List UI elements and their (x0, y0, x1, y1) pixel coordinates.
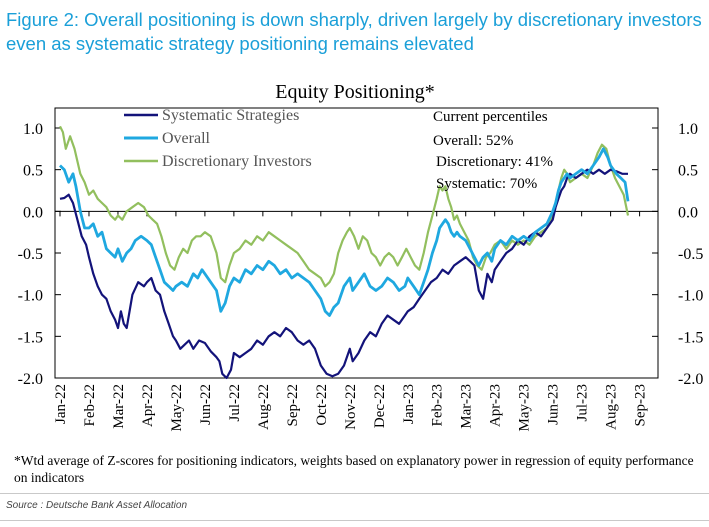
right-y-axis: 1.0 0.5 0.0 -0.5 -1.0 -1.5 -2.0 (652, 121, 703, 388)
footnote: *Wtd average of Z-scores for positioning… (14, 453, 694, 485)
y-tick-label-right: -1.5 (678, 329, 703, 346)
x-tick-label: Jul-22 (227, 384, 243, 422)
x-tick-label: Sep-23 (633, 384, 649, 427)
x-tick-label: Apr-22 (140, 384, 156, 427)
x-tick-label: Apr-23 (488, 384, 504, 427)
series-layer (59, 125, 630, 380)
y-tick-label-right: -1.0 (678, 288, 703, 305)
equity-positioning-chart: Equity Positioning* 1.0 0.5 0.0 -0.5 -1.0 -1.… (18, 81, 704, 432)
x-tick-label: Jun-22 (198, 384, 214, 425)
figure-title: Figure 2: Overall positioning is down sh… (6, 9, 702, 54)
x-tick-label: Aug-22 (256, 384, 272, 430)
y-tick-label-left: 0.0 (23, 204, 43, 221)
x-tick-label: Mar-22 (111, 384, 127, 429)
x-tick-label: Aug-23 (604, 384, 620, 430)
x-tick-label: Feb-22 (82, 384, 98, 427)
y-tick-label-left: -0.5 (18, 246, 43, 263)
series-line-overall (59, 147, 630, 317)
percentile-discretionary: Discretionary: 41% (436, 154, 553, 170)
legend-label-overall: Overall (162, 130, 211, 147)
series-line-discretionary (59, 125, 630, 288)
x-tick-label: May-23 (517, 384, 533, 432)
legend-label-discretionary: Discretionary Investors (162, 153, 312, 170)
y-tick-label-right: 0.0 (678, 204, 698, 221)
percentiles-annotation: Current percentiles Overall: 52% Discret… (433, 109, 553, 192)
legend-label-systematic: Systematic Strategies (162, 107, 299, 124)
y-tick-label-right: 1.0 (678, 121, 698, 138)
x-tick-label: Jan-22 (53, 384, 69, 424)
percentiles-heading: Current percentiles (433, 109, 548, 125)
percentile-overall: Overall: 52% (433, 133, 513, 149)
divider-bottom (0, 520, 709, 521)
x-tick-label: Mar-23 (459, 384, 475, 429)
x-tick-label: Jun-23 (546, 384, 562, 425)
x-axis: Jan-22 Feb-22 Mar-22 Apr-22 May-22 Jun-22 Jul-… (53, 210, 658, 432)
legend: Systematic Strategies Overall Discretion… (124, 107, 312, 170)
y-tick-label-left: -2.0 (18, 371, 43, 388)
x-tick-label: Feb-23 (430, 384, 446, 427)
divider (0, 493, 709, 494)
x-tick-label: Nov-22 (343, 384, 359, 430)
y-tick-label-left: 1.0 (23, 121, 43, 138)
plot-frame (54, 107, 659, 379)
source-note: Source : Deutsche Bank Asset Allocation (6, 500, 188, 511)
x-tick-label: Dec-22 (372, 384, 388, 428)
y-tick-label-right: 0.5 (678, 163, 698, 180)
chart-title: Equity Positioning* (275, 81, 434, 103)
x-tick-label: Oct-22 (314, 384, 330, 426)
x-tick-label: Jul-23 (575, 384, 591, 422)
y-tick-label-left: 0.5 (23, 163, 43, 180)
y-tick-label-left: -1.5 (18, 329, 43, 346)
x-tick-label: May-22 (169, 384, 185, 432)
x-tick-label: Jan-23 (401, 384, 417, 424)
percentile-systematic: Systematic: 70% (436, 176, 537, 192)
x-tick-label: Sep-22 (285, 384, 301, 427)
y-tick-label-left: -1.0 (18, 288, 43, 305)
series-line-systematic (59, 168, 628, 380)
y-tick-label-right: -2.0 (678, 371, 703, 388)
left-y-axis: 1.0 0.5 0.0 -0.5 -1.0 -1.5 -2.0 (18, 121, 61, 388)
y-tick-label-right: -0.5 (678, 246, 703, 263)
